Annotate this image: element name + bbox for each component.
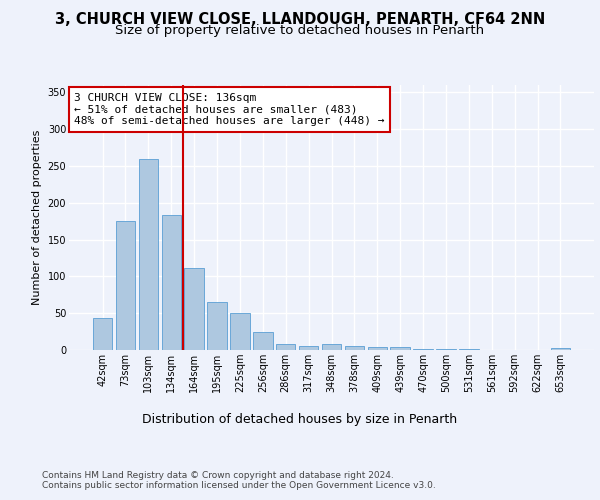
Text: Contains HM Land Registry data © Crown copyright and database right 2024.
Contai: Contains HM Land Registry data © Crown c… (42, 470, 436, 490)
Bar (139, 158, 158, 350)
Bar (322, 344, 341, 350)
Text: Size of property relative to detached houses in Penarth: Size of property relative to detached ho… (115, 24, 485, 37)
Bar (230, 313, 250, 350)
Bar (368, 347, 387, 350)
Bar (184, 268, 204, 350)
Bar (391, 347, 410, 350)
Bar (93, 318, 112, 350)
Bar (299, 346, 319, 350)
Text: Distribution of detached houses by size in Penarth: Distribution of detached houses by size … (142, 412, 458, 426)
Bar (253, 332, 272, 350)
Bar (276, 344, 295, 350)
Bar (344, 346, 364, 350)
Bar (161, 216, 181, 350)
Bar (208, 302, 227, 350)
Bar (413, 348, 433, 350)
Text: 3, CHURCH VIEW CLOSE, LLANDOUGH, PENARTH, CF64 2NN: 3, CHURCH VIEW CLOSE, LLANDOUGH, PENARTH… (55, 12, 545, 28)
Bar (551, 348, 570, 350)
Y-axis label: Number of detached properties: Number of detached properties (32, 130, 42, 305)
Text: 3 CHURCH VIEW CLOSE: 136sqm
← 51% of detached houses are smaller (483)
48% of se: 3 CHURCH VIEW CLOSE: 136sqm ← 51% of det… (74, 93, 385, 126)
Bar (116, 221, 135, 350)
